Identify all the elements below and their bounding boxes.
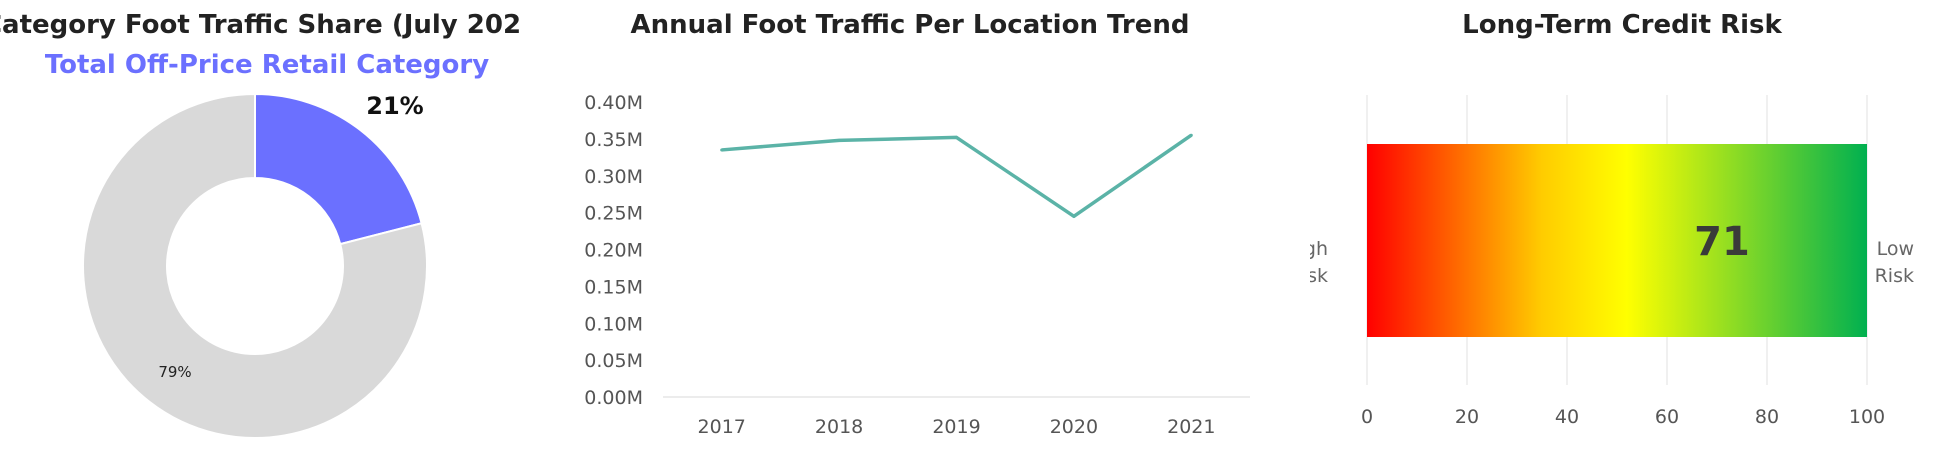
line-x-tick-label: 2019 (932, 416, 980, 438)
line-point (955, 135, 958, 139)
line-y-tick-label: 0.25M (584, 203, 643, 225)
donut-chart-title: Category Foot Traffic Share (July 2022) (0, 10, 520, 40)
credit-risk-gauge-chart: Long-Term Credit Risk 0 20 40 60 80 100 71 High… (1310, 10, 1914, 428)
line-chart-title: Annual Foot Traffic Per Location Trend (631, 10, 1190, 40)
gauge-x-tick-label: 100 (1849, 406, 1885, 428)
line-y-tick-label: 0.15M (584, 276, 643, 298)
gauge-x-tick-label: 40 (1555, 406, 1579, 428)
line-point (837, 138, 841, 142)
line-x-tick-label: 2020 (1050, 416, 1098, 438)
line-y-tick-label: 0.30M (584, 166, 643, 188)
donut-slice-0 (254, 92, 423, 246)
donut-slice-1 (82, 92, 428, 439)
gauge-bar (1367, 144, 1867, 337)
gauge-x-tick-label: 60 (1655, 406, 1679, 428)
line-y-tick-label: 0.35M (584, 129, 643, 151)
gauge-right-label: Risk (1875, 265, 1914, 287)
line-x-tick-label: 2018 (815, 416, 863, 438)
donut-label-0: 21% (366, 92, 423, 120)
line-point (1189, 133, 1193, 137)
gauge-x-tick-label: 0 (1361, 406, 1373, 428)
line-y-tick-label: 0.00M (584, 387, 643, 409)
line-series-0 (721, 133, 1193, 219)
gauge-left-label: High (1310, 238, 1328, 260)
line-y-tick-label: 0.10M (584, 313, 643, 335)
line-point (1072, 214, 1076, 218)
gauge-x-tick-label: 80 (1755, 406, 1779, 428)
gauge-value-label: 71 (1694, 219, 1750, 265)
line-x-tick-label: 2017 (698, 416, 746, 438)
line-point (720, 148, 724, 152)
foot-traffic-trend-line-chart: Annual Foot Traffic Per Location Trend 0… (584, 10, 1250, 438)
line-x-tick-label: 2021 (1167, 416, 1215, 438)
line-y-tick-label: 0.40M (584, 92, 643, 114)
foot-traffic-share-donut-chart: Category Foot Traffic Share (July 2022) … (0, 10, 520, 439)
donut-chart-subtitle: Total Off-Price Retail Category (45, 50, 489, 80)
line-y-tick-label: 0.20M (584, 240, 643, 262)
gauge-right-label: Low (1877, 238, 1914, 260)
line-y-tick-label: 0.05M (584, 350, 643, 372)
gauge-x-tick-label: 20 (1455, 406, 1479, 428)
donut-label-1: 79% (158, 363, 191, 381)
gauge-left-label: Risk (1310, 265, 1328, 287)
gauge-chart-title: Long-Term Credit Risk (1462, 10, 1782, 40)
